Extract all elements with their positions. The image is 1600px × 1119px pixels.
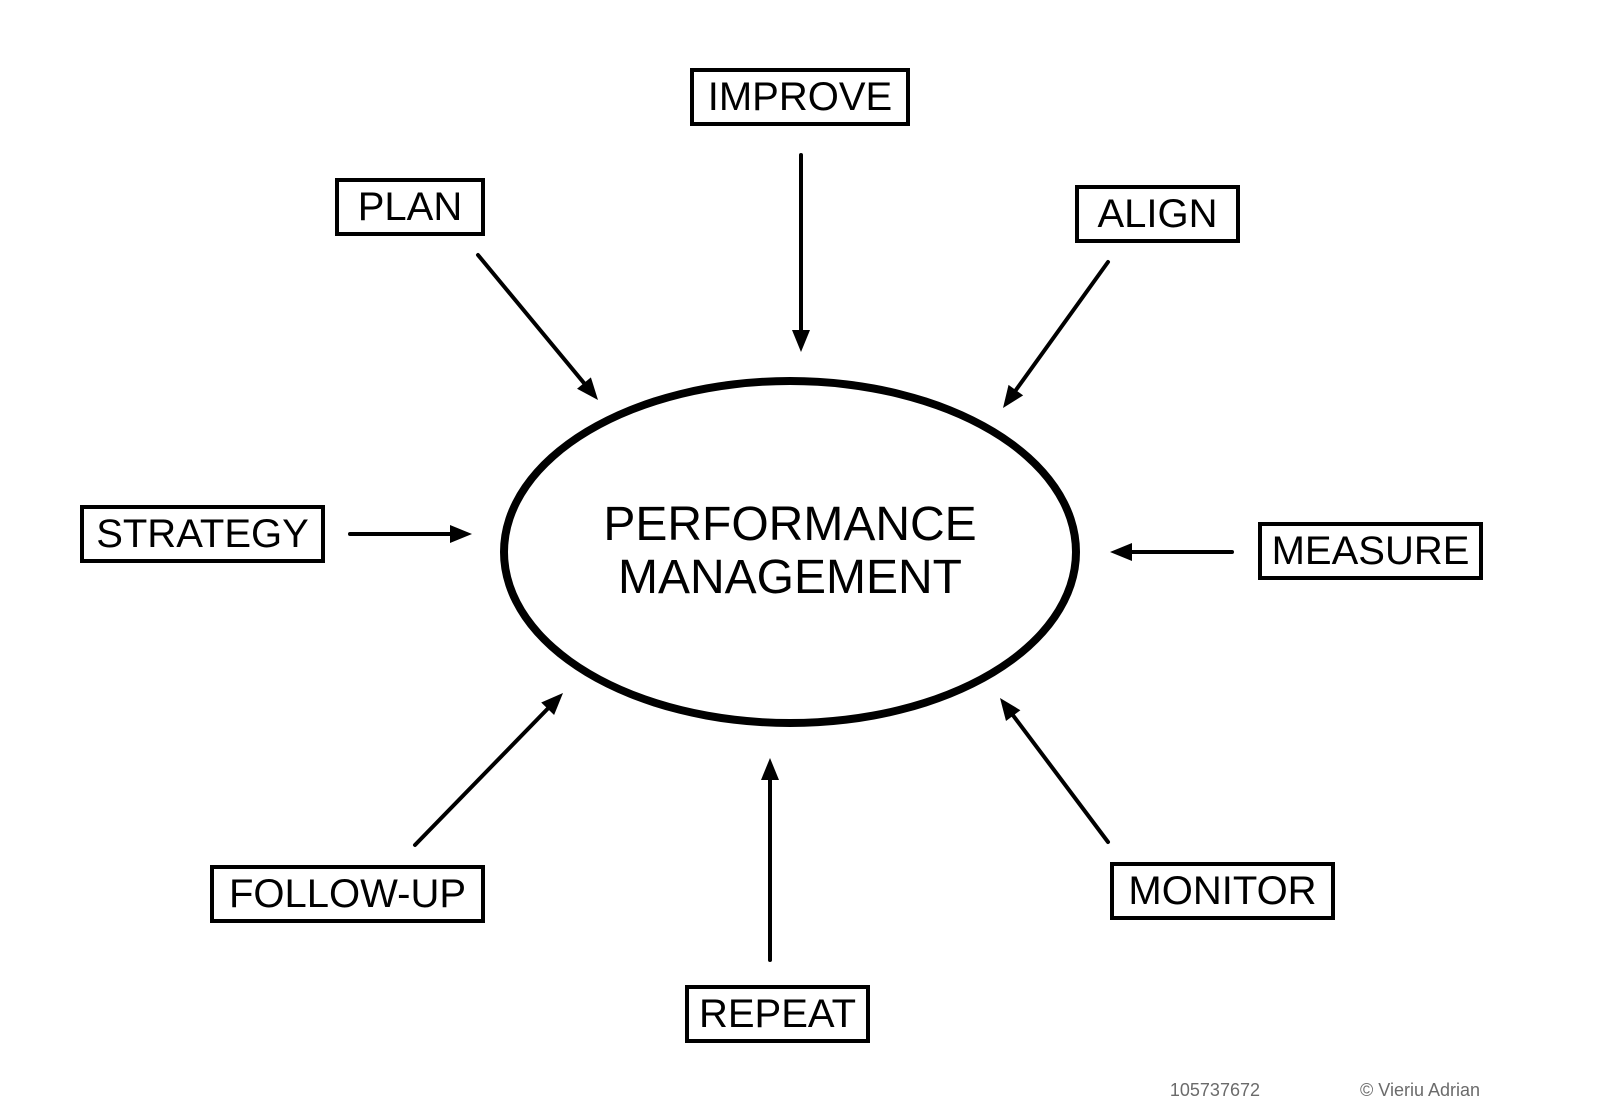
watermark-credit: © Vieriu Adrian (1360, 1080, 1480, 1101)
center-label: PERFORMANCE MANAGEMENT (603, 499, 976, 605)
diagram-canvas: PERFORMANCE MANAGEMENT IMPROVE PLAN ALIGN S… (0, 0, 1600, 1119)
node-measure: MEASURE (1258, 522, 1483, 580)
node-plan: PLAN (335, 178, 485, 236)
node-improve: IMPROVE (690, 68, 910, 126)
center-node: PERFORMANCE MANAGEMENT (500, 377, 1080, 727)
node-followup: FOLLOW-UP (210, 865, 485, 923)
node-strategy: STRATEGY (80, 505, 325, 563)
watermark-id: 105737672 (1170, 1080, 1260, 1101)
node-align: ALIGN (1075, 185, 1240, 243)
node-repeat: REPEAT (685, 985, 870, 1043)
node-monitor: MONITOR (1110, 862, 1335, 920)
